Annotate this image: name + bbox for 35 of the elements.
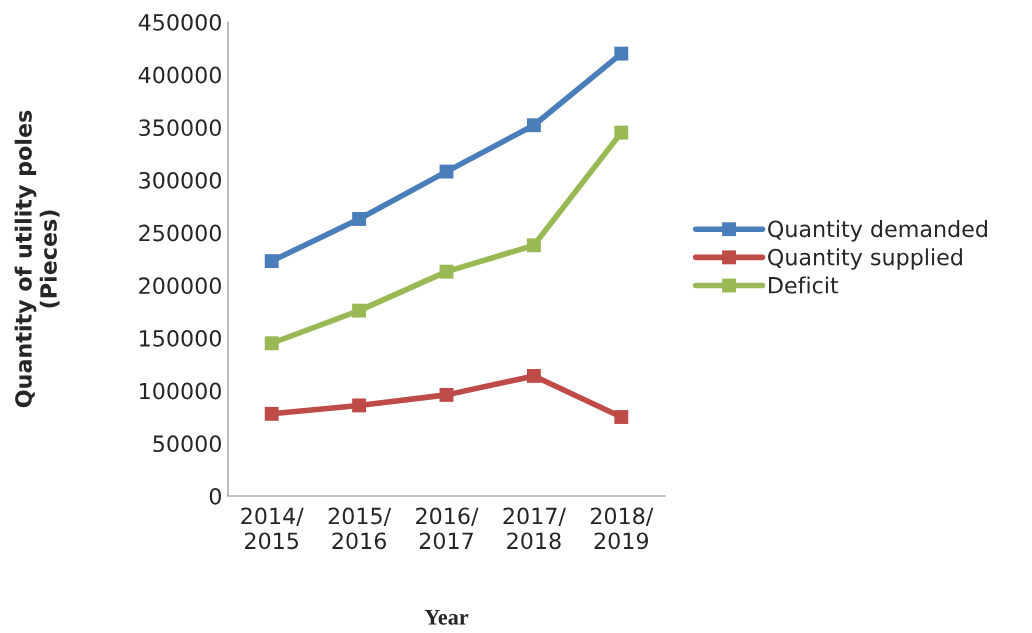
x-tick-label: 2017/ 2018 (503, 507, 566, 550)
point (439, 387, 454, 402)
point (614, 410, 629, 424)
y-tick-label: 100000 (140, 382, 221, 400)
y-tick-label: 150000 (140, 329, 221, 347)
legend-label: Quantity supplied (768, 248, 962, 270)
point (352, 303, 367, 318)
point (439, 264, 454, 279)
point (614, 46, 629, 61)
y-tick-label: 50000 (153, 435, 221, 453)
point (526, 238, 541, 253)
y-axis-title: Quantity of utility poles (Pieces) (14, 110, 60, 408)
point (264, 254, 279, 269)
point (439, 164, 454, 179)
y-tick-label: 300000 (139, 171, 221, 189)
x-axis-title: Year (424, 609, 469, 625)
point (614, 125, 629, 140)
x-tick-label: 2016/ 2017 (416, 507, 479, 550)
legend-label: Quantity demanded (768, 220, 987, 242)
point (352, 398, 367, 413)
x-tick-label: 2018/ 2019 (590, 507, 654, 550)
point (264, 406, 279, 421)
x-tick-label: 2014/ 2015 (241, 507, 304, 550)
y-tick-label: 350000 (139, 119, 221, 137)
x-tick-label: 2015/ 2016 (328, 507, 392, 550)
point (526, 118, 541, 133)
point (352, 212, 367, 226)
point (526, 368, 541, 383)
y-tick-label: 0 (209, 487, 221, 505)
point (264, 336, 279, 351)
y-tick-label: 250000 (139, 224, 221, 242)
y-tick-label: 200000 (139, 277, 221, 295)
legend-label: Deficit (769, 276, 839, 294)
y-tick-label: 450000 (138, 13, 221, 31)
y-tick-label: 400000 (138, 66, 221, 84)
